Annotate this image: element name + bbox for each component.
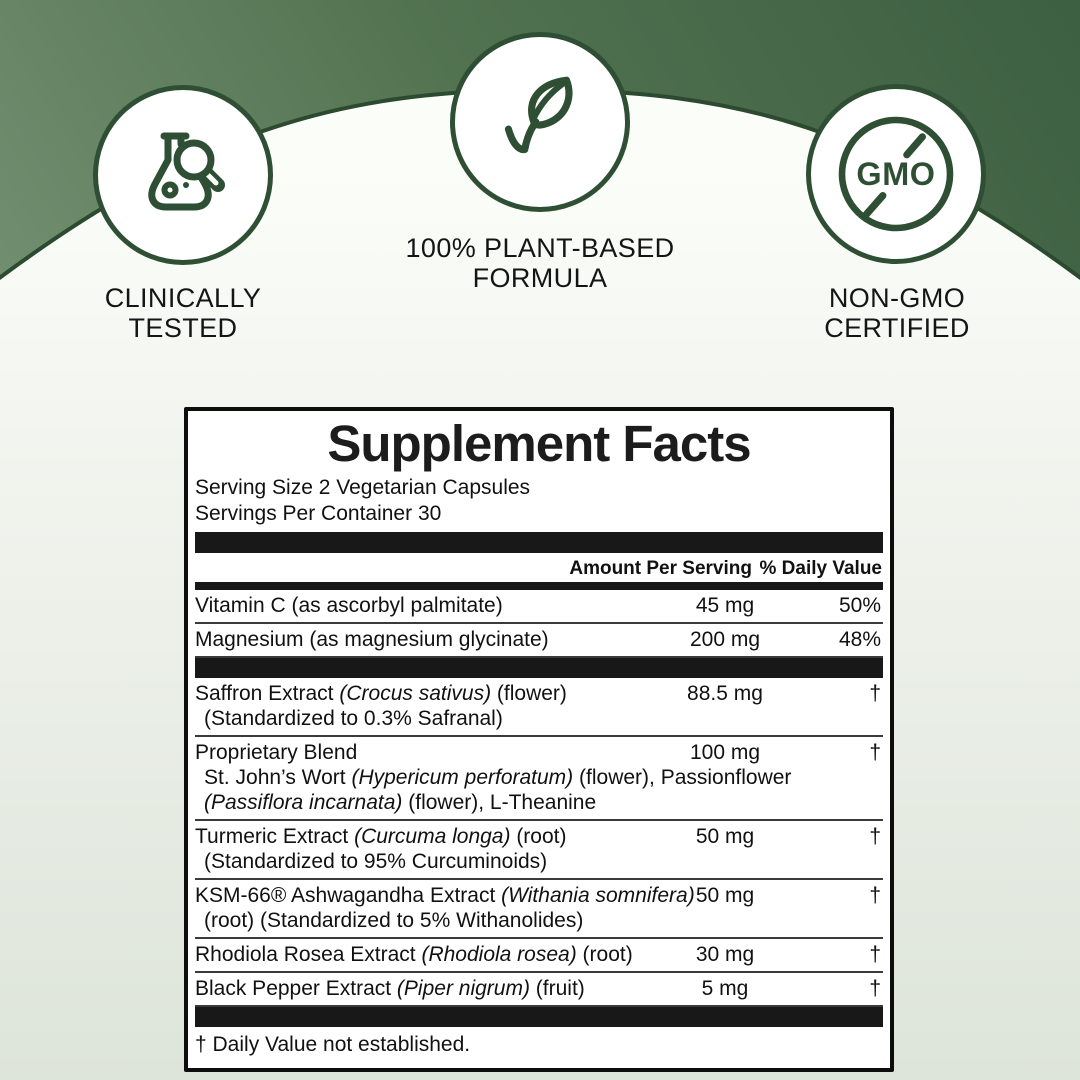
serving-size: Serving Size 2 Vegetarian Capsules	[195, 476, 531, 499]
no-gmo-icon: GMO	[838, 116, 954, 232]
ingredient-row: KSM-66® Ashwagandha Extract (Withania so…	[195, 880, 883, 939]
ingredient-amount: 45 mg	[695, 594, 755, 617]
ingredient-daily-value: †	[869, 741, 881, 764]
ingredient-daily-value: †	[869, 682, 881, 705]
ingredient-amount: 5 mg	[701, 977, 749, 1000]
ingredient-amount: 30 mg	[695, 943, 755, 966]
ingredient-daily-value: †	[869, 977, 881, 1000]
badge-caption-plant-based: 100% PLANT-BASED FORMULA	[390, 233, 690, 293]
caption-line: 100% PLANT-BASED	[405, 233, 675, 263]
ingredient-row: Saffron Extract (Crocus sativus) (flower…	[195, 678, 883, 737]
column-headers: Amount Per Serving % Daily Value	[195, 555, 883, 582]
flask-magnifier-icon	[148, 132, 225, 211]
ingredient-subline: (Passiflora incarnata) (flower), L-Thean…	[204, 791, 597, 814]
ingredient-row: Vitamin C (as ascorbyl palmitate) 45 mg …	[195, 590, 883, 624]
caption-line: NON-GMO	[828, 283, 966, 313]
ingredient-amount: 88.5 mg	[687, 682, 763, 705]
divider-thick	[195, 532, 883, 553]
ingredient-amount: 100 mg	[689, 741, 761, 764]
ingredient-name: Black Pepper Extract (Piper nigrum) (fru…	[195, 977, 585, 1000]
ingredient-row: Turmeric Extract (Curcuma longa) (root) …	[195, 821, 883, 880]
badge-clinically-tested	[93, 85, 273, 265]
ingredient-name: Rhodiola Rosea Extract (Rhodiola rosea) …	[195, 943, 633, 966]
divider-thick	[195, 658, 883, 678]
leaf-check-icon	[504, 76, 573, 154]
ingredient-daily-value: †	[869, 943, 881, 966]
servings-per-container: Servings Per Container 30	[195, 502, 442, 525]
ingredient-row: Magnesium (as magnesium glycinate) 200 m…	[195, 624, 883, 658]
badge-caption-non-gmo: NON-GMO CERTIFIED	[767, 283, 1027, 343]
ingredient-name: Magnesium (as magnesium glycinate)	[195, 628, 549, 651]
ingredient-daily-value: †	[869, 825, 881, 848]
ingredient-daily-value: 48%	[838, 628, 881, 651]
ingredient-subline: St. John’s Wort (Hypericum perforatum) (…	[204, 766, 792, 789]
badge-plant-based	[450, 32, 630, 212]
column-daily-value: % Daily Value	[759, 558, 882, 579]
caption-line: CERTIFIED	[824, 313, 970, 343]
footnote: † Daily Value not established.	[195, 1033, 471, 1056]
ingredient-name: KSM-66® Ashwagandha Extract (Withania so…	[195, 884, 695, 907]
ingredient-name: Vitamin C (as ascorbyl palmitate)	[195, 594, 503, 617]
badge-caption-clinically-tested: CLINICALLY TESTED	[53, 283, 313, 343]
divider-medium	[195, 582, 883, 590]
ingredient-subline: (root) (Standardized to 5% Withanolides)	[204, 909, 584, 932]
caption-line: TESTED	[128, 313, 238, 343]
ingredient-amount: 200 mg	[689, 628, 761, 651]
ingredient-rows: Vitamin C (as ascorbyl palmitate) 45 mg …	[195, 590, 883, 1027]
ingredient-daily-value: †	[869, 884, 881, 907]
panel-title: Supplement Facts	[327, 415, 751, 472]
divider-thick	[195, 1007, 883, 1027]
column-amount-per-serving: Amount Per Serving	[569, 558, 752, 579]
ingredient-row: Rhodiola Rosea Extract (Rhodiola rosea) …	[195, 939, 883, 973]
caption-line: FORMULA	[472, 263, 608, 293]
caption-line: CLINICALLY	[104, 283, 262, 313]
badge-non-gmo: GMO	[806, 84, 986, 264]
gmo-text: GMO	[856, 156, 935, 192]
ingredient-daily-value: 50%	[838, 594, 881, 617]
ingredient-subline: (Standardized to 95% Curcuminoids)	[204, 850, 548, 873]
supplement-facts-panel: Supplement Facts Serving Size 2 Vegetari…	[184, 407, 894, 1072]
ingredient-name: Proprietary Blend	[195, 741, 358, 764]
ingredient-name: Saffron Extract (Crocus sativus) (flower…	[195, 682, 567, 705]
ingredient-amount: 50 mg	[695, 884, 755, 907]
ingredient-name: Turmeric Extract (Curcuma longa) (root)	[195, 825, 567, 848]
ingredient-subline: (Standardized to 0.3% Safranal)	[204, 707, 503, 730]
ingredient-amount: 50 mg	[695, 825, 755, 848]
ingredient-row: Black Pepper Extract (Piper nigrum) (fru…	[195, 973, 883, 1007]
ingredient-row: Proprietary Blend 100 mg † St. John’s Wo…	[195, 737, 883, 821]
